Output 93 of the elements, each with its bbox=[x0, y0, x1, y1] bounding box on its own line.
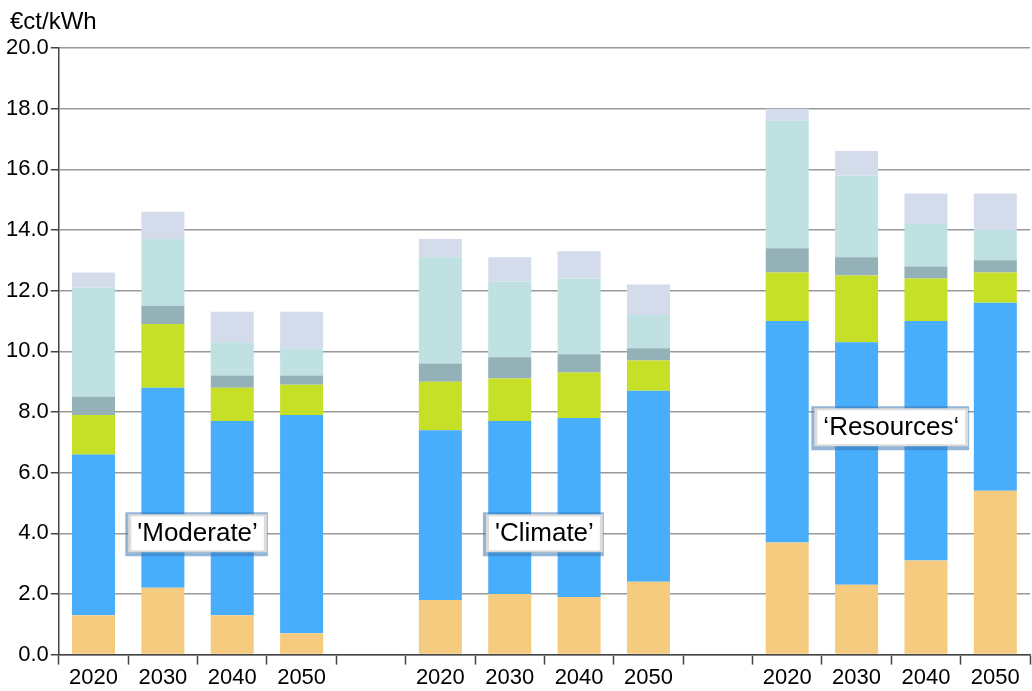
y-tick-label: 20.0 bbox=[5, 34, 49, 60]
x-tick-label: 2050 bbox=[970, 663, 1020, 689]
bar bbox=[904, 560, 948, 654]
x-tick-label: 2030 bbox=[138, 663, 188, 689]
bar bbox=[418, 257, 462, 364]
bar bbox=[280, 348, 324, 376]
annotation: 'Climate’ bbox=[494, 517, 594, 548]
x-tick-label: 2040 bbox=[901, 663, 951, 689]
bar bbox=[488, 281, 532, 358]
y-tick-label: 2.0 bbox=[18, 580, 49, 605]
bar bbox=[280, 633, 324, 654]
bar bbox=[835, 151, 879, 176]
bar bbox=[973, 302, 1017, 491]
bar bbox=[904, 266, 948, 279]
bar bbox=[488, 357, 532, 379]
y-tick-label: 16.0 bbox=[5, 155, 49, 181]
bar bbox=[765, 542, 809, 654]
bar bbox=[210, 342, 254, 376]
bar bbox=[488, 378, 532, 422]
bar bbox=[835, 257, 879, 276]
bar bbox=[626, 360, 670, 391]
bar bbox=[626, 581, 670, 654]
bar bbox=[904, 278, 948, 321]
bar bbox=[280, 414, 324, 634]
bar bbox=[557, 354, 601, 373]
bar bbox=[765, 120, 809, 249]
bar bbox=[280, 384, 324, 415]
bar bbox=[904, 193, 948, 224]
bar bbox=[141, 239, 185, 306]
y-tick-label: 0.0 bbox=[18, 640, 49, 666]
x-tick-label: 2020 bbox=[69, 663, 118, 689]
bar bbox=[210, 615, 254, 654]
bar bbox=[210, 311, 254, 343]
bar bbox=[765, 248, 809, 273]
bar bbox=[72, 396, 116, 415]
x-tick-label: 2040 bbox=[554, 663, 604, 689]
bar bbox=[141, 211, 185, 240]
bar bbox=[210, 387, 254, 422]
bar bbox=[973, 193, 1017, 230]
x-tick-label: 2020 bbox=[415, 663, 465, 689]
bar bbox=[488, 593, 532, 654]
bar bbox=[72, 454, 116, 616]
bar bbox=[210, 375, 254, 388]
x-tick-label: 2040 bbox=[207, 663, 257, 689]
y-axis-title: €ct/kWh bbox=[10, 6, 97, 34]
x-tick-label: 2030 bbox=[832, 663, 882, 689]
bar bbox=[765, 108, 809, 121]
bar bbox=[765, 272, 809, 321]
bar bbox=[418, 381, 462, 431]
bar bbox=[418, 239, 462, 258]
bar bbox=[973, 260, 1017, 273]
bar bbox=[557, 596, 601, 654]
bar bbox=[626, 314, 670, 349]
bar bbox=[72, 414, 116, 455]
bar bbox=[835, 275, 879, 343]
bar bbox=[904, 223, 948, 267]
bar bbox=[418, 363, 462, 382]
y-tick-label: 12.0 bbox=[5, 276, 49, 302]
bar bbox=[141, 305, 185, 324]
bar bbox=[418, 600, 462, 654]
x-tick-label: 2050 bbox=[277, 663, 327, 689]
x-tick-label: 2020 bbox=[762, 663, 812, 689]
bar bbox=[141, 324, 185, 388]
bar bbox=[626, 390, 670, 582]
bar bbox=[488, 257, 532, 282]
y-tick-label: 18.0 bbox=[5, 94, 49, 120]
bar bbox=[280, 311, 324, 349]
annotation: 'Moderate’ bbox=[137, 517, 258, 548]
annotation: ‘Resources‘ bbox=[823, 411, 960, 442]
x-tick-label: 2050 bbox=[623, 663, 673, 689]
bar bbox=[418, 430, 462, 601]
bar bbox=[280, 375, 324, 385]
bar bbox=[973, 229, 1017, 261]
bar bbox=[557, 372, 601, 419]
y-tick-label: 10.0 bbox=[5, 337, 49, 363]
y-tick-label: 4.0 bbox=[18, 519, 49, 545]
y-tick-label: 8.0 bbox=[18, 398, 49, 424]
bar bbox=[973, 490, 1017, 654]
bar bbox=[626, 348, 670, 361]
y-tick-label: 6.0 bbox=[18, 458, 49, 484]
bar bbox=[973, 272, 1017, 303]
bar bbox=[72, 615, 116, 654]
bar bbox=[835, 584, 879, 654]
bar bbox=[765, 320, 809, 543]
bar bbox=[557, 251, 601, 279]
bar bbox=[72, 287, 116, 397]
bar bbox=[141, 587, 185, 654]
bar bbox=[835, 175, 879, 258]
bar bbox=[626, 284, 670, 315]
bar bbox=[557, 278, 601, 355]
y-tick-label: 14.0 bbox=[5, 216, 49, 242]
bar bbox=[72, 272, 116, 288]
x-tick-label: 2030 bbox=[485, 663, 535, 689]
